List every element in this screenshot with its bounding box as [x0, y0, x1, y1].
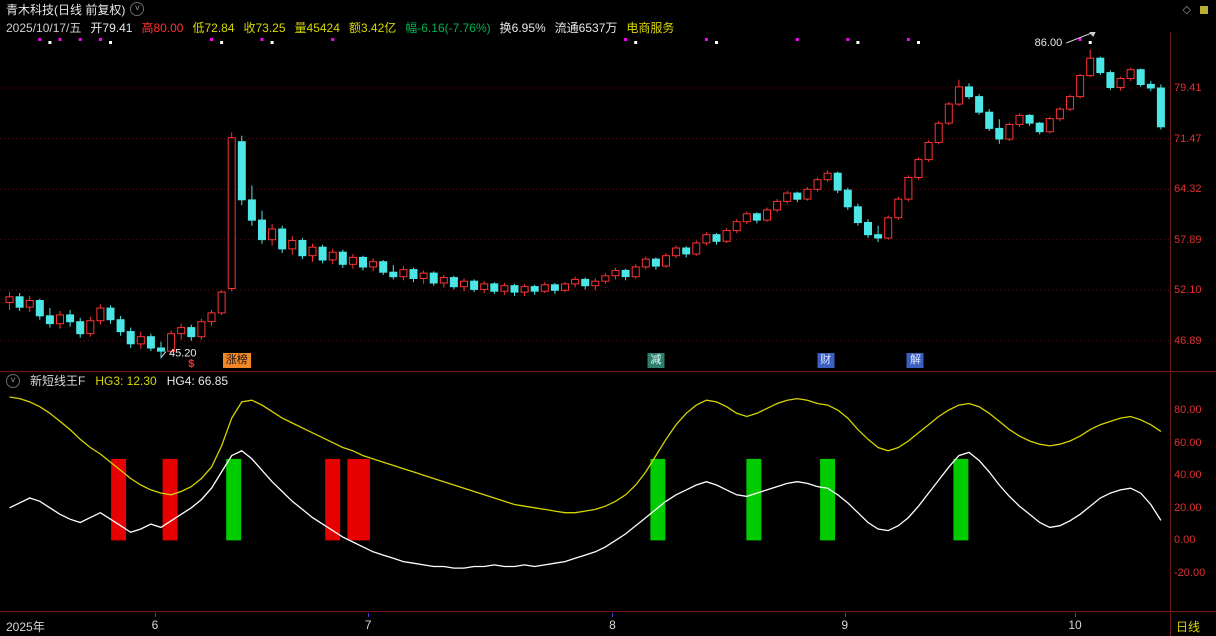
quote-info-bar: 2025/10/17/五 开79.41 高80.00 低72.84 收73.25…: [0, 19, 675, 35]
indicator-hg4-value: HG4: 66.85: [166, 373, 229, 388]
quote-volume: 量45424: [294, 21, 340, 35]
indicator-tick-label: 80.00: [1174, 404, 1202, 416]
price-tick-label: 64.32: [1174, 183, 1202, 196]
svg-text:86.00: 86.00: [1035, 37, 1063, 49]
month-tick-label: 6: [151, 618, 159, 632]
dollar-event-marker[interactable]: $: [188, 358, 195, 370]
event-badge[interactable]: 解: [906, 353, 924, 368]
indicator-name: 新短线王F: [30, 374, 86, 388]
indicator-tick-label: 0.00: [1174, 534, 1196, 547]
month-tick-label: 8: [609, 618, 616, 632]
price-tick-label: 71.47: [1174, 132, 1202, 145]
indicator-header: ˅ 新短线王F HG3: 12.30 HG4: 66.85: [6, 373, 228, 388]
period-label[interactable]: 日线: [1176, 620, 1201, 634]
quote-open: 开79.41: [90, 21, 133, 35]
indicator-chart[interactable]: [0, 390, 1170, 612]
indicator-tick-label: -20.00: [1174, 567, 1206, 579]
month-tick-label: 7: [364, 618, 372, 632]
quote-turnover: 换6.95%: [499, 21, 546, 35]
panel-divider: [0, 371, 1216, 372]
event-badge[interactable]: 涨榜: [222, 353, 251, 368]
event-badge[interactable]: 减: [647, 353, 665, 368]
event-badge[interactable]: 财: [817, 353, 835, 368]
price-tick-label: 46.89: [1174, 334, 1202, 347]
price-axis-border: [1170, 32, 1171, 636]
collapse-chevron-icon[interactable]: ˅: [130, 2, 145, 16]
price-tick-label: 79.41: [1174, 82, 1202, 94]
month-tick-label: 9: [841, 618, 849, 632]
quote-float-shares: 流通6537万: [554, 21, 618, 35]
price-tick-label: 52.10: [1174, 284, 1202, 297]
stock-title: 青木科技(日线 前复权): [6, 2, 126, 17]
indicator-tick-label: 40.00: [1174, 469, 1202, 482]
month-tick-mark: [368, 613, 370, 617]
month-tick-label: 10: [1068, 618, 1082, 632]
marker-square-icon[interactable]: [1200, 5, 1208, 14]
indicator-tick-label: 60.00: [1174, 436, 1202, 449]
main-candlestick-chart[interactable]: 86.00 45.20: [0, 32, 1170, 372]
time-axis: 2025年 日线 6 7 8 9 10: [0, 612, 1216, 636]
diamond-icon[interactable]: ◇: [1182, 4, 1191, 16]
quote-sector[interactable]: 电商服务: [626, 21, 675, 35]
price-tick-label: 57.89: [1174, 233, 1202, 246]
titlebar: 青木科技(日线 前复权) ˅ ◇: [0, 0, 1216, 18]
quote-change: 幅-6.16(-7.76%): [405, 21, 491, 35]
indicator-tick-label: 20.00: [1174, 501, 1202, 514]
month-tick-mark: [154, 613, 156, 617]
indicator-chevron-icon[interactable]: ˅: [6, 373, 20, 388]
quote-date: 2025/10/17/五: [6, 21, 82, 35]
quote-close: 收73.25: [243, 21, 286, 35]
indicator-hg3-value: HG3: 12.30: [95, 373, 157, 388]
month-tick-mark: [612, 613, 614, 617]
quote-amount: 额3.42亿: [348, 21, 397, 35]
quote-high: 高80.00: [141, 21, 184, 35]
year-label: 2025年: [6, 620, 45, 634]
month-tick-mark: [844, 613, 846, 617]
quote-low: 低72.84: [192, 21, 235, 35]
svg-text:45.20: 45.20: [169, 348, 197, 360]
axis-divider: [0, 611, 1216, 612]
month-tick-mark: [1075, 613, 1077, 617]
